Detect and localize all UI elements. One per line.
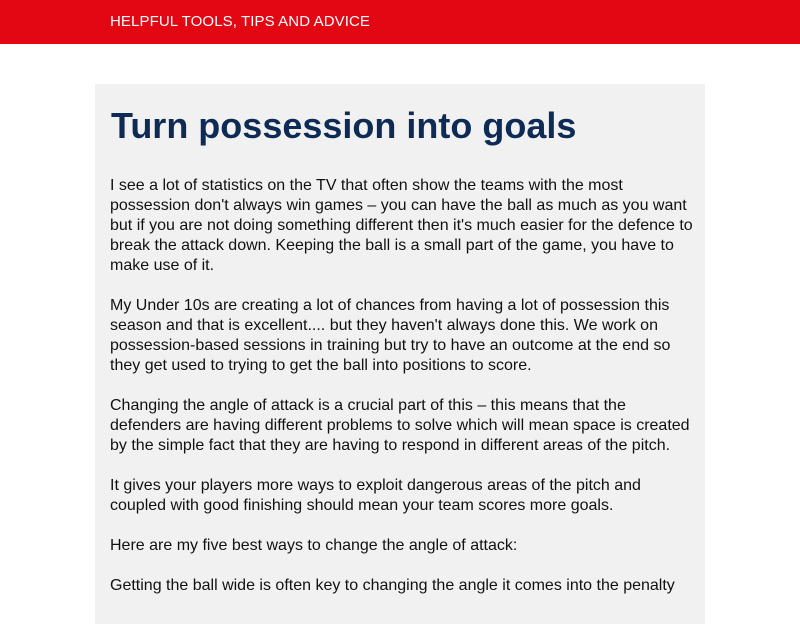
article-paragraph: My Under 10s are creating a lot of chanc… <box>110 297 671 374</box>
article-body: I see a lot of statistics on the TV that… <box>110 176 696 616</box>
article-paragraph: Getting the ball wide is often key to ch… <box>110 577 675 594</box>
article-paragraph: It gives your players more ways to explo… <box>110 477 641 514</box>
article-card: Turn possession into goals I see a lot o… <box>95 84 705 624</box>
article-paragraph: I see a lot of statistics on the TV that… <box>110 177 693 274</box>
site-header-bar: HELPFUL TOOLS, TIPS AND ADVICE <box>0 0 800 44</box>
article-paragraph: Changing the angle of attack is a crucia… <box>110 397 690 454</box>
article-title: Turn possession into goals <box>111 105 577 146</box>
article-paragraph: Here are my five best ways to change the… <box>110 537 518 554</box>
header-tagline[interactable]: HELPFUL TOOLS, TIPS AND ADVICE <box>110 13 371 30</box>
